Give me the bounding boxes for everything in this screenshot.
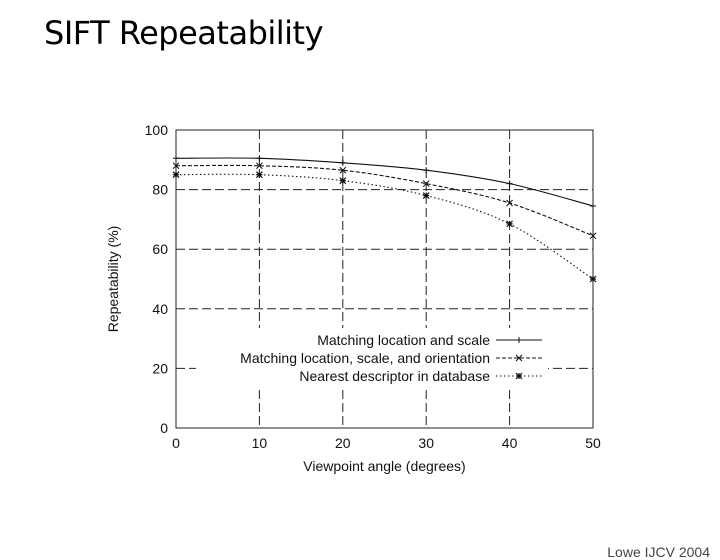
series-line [175,173,594,280]
data-point [339,177,347,185]
data-point [172,171,180,179]
data-point [590,202,596,209]
legend: Matching location and scale Matching loca… [196,328,548,386]
data-point [256,162,263,170]
series-1 [173,155,596,209]
data-point [589,275,597,283]
series-line [175,164,594,237]
legend-box [196,328,548,386]
data-point [422,180,430,187]
x-axis-label: Viewpoint angle (degrees) [303,458,465,474]
y-axis-label: Repeatability (%) [105,226,121,333]
data-point [506,220,514,228]
legend-label: Nearest descriptor in database [299,368,490,384]
legend-label: Matching location and scale [317,332,490,348]
data-point [506,199,513,207]
citation-text: Lowe IJCV 2004 [607,544,710,560]
data-point [506,180,513,187]
series-2 [172,162,597,240]
y-tick-label: 60 [152,241,168,257]
repeatability-chart: 0 20 40 60 80 100 0 10 20 30 40 50 Viewpoint angle … [105,122,601,474]
axis-ticks: 0 20 40 60 80 100 0 10 20 30 40 50 [145,122,601,451]
data-point [172,162,180,170]
y-tick-label: 0 [160,420,168,436]
x-tick-label: 40 [502,435,518,451]
data-point [422,192,430,199]
data-point [256,155,263,162]
y-tick-label: 80 [152,182,168,198]
data-point [589,232,597,240]
legend-marker [516,337,522,343]
y-tick-label: 100 [145,122,169,138]
data-point [339,159,346,166]
x-tick-label: 0 [172,435,180,451]
series-lines [172,155,597,283]
series-3 [172,171,597,283]
series-line [175,157,594,207]
x-tick-label: 10 [252,435,268,451]
data-point [255,171,263,179]
data-point [173,155,179,162]
data-point [339,166,347,174]
y-tick-label: 40 [152,301,168,317]
data-point [423,167,430,174]
legend-marker [515,354,523,362]
x-tick-label: 30 [418,435,434,451]
x-tick-label: 50 [585,435,601,451]
slide-title: SIFT Repeatability [44,14,324,52]
legend-marker [515,372,523,380]
x-tick-label: 20 [335,435,351,451]
y-tick-label: 20 [152,360,168,376]
legend-label: Matching location, scale, and orientatio… [240,350,490,366]
